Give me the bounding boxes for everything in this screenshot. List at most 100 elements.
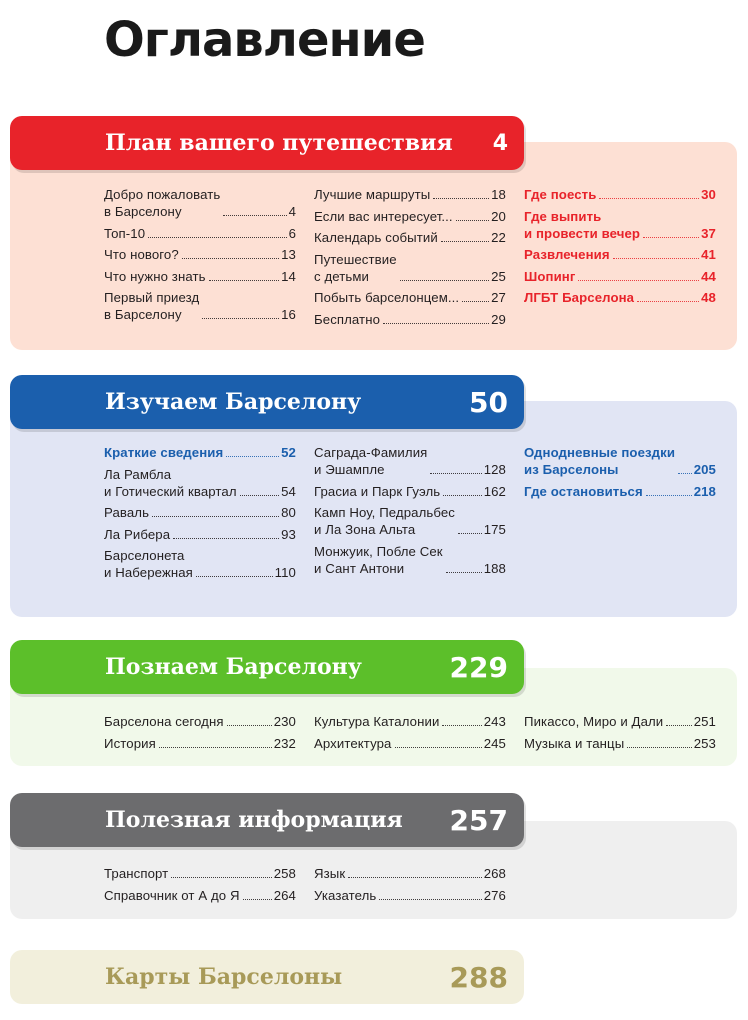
section-page-number: 50 bbox=[469, 385, 508, 419]
toc-entry-label: Раваль bbox=[104, 505, 150, 520]
toc-entry-label: Транспорт bbox=[104, 866, 169, 881]
dot-leader bbox=[195, 576, 273, 577]
toc-entry[interactable]: Справочник от А до Я 264 bbox=[104, 887, 296, 904]
toc-entry-page: 48 bbox=[701, 290, 716, 305]
section-panel bbox=[10, 142, 737, 350]
toc-entry[interactable]: Пикассо, Миро и Дали 251 bbox=[524, 713, 716, 730]
toc-entry[interactable]: Транспорт 258 bbox=[104, 865, 296, 882]
dot-leader bbox=[430, 473, 482, 474]
dot-leader bbox=[171, 877, 272, 878]
toc-column: Где поесть 30 Где выпить и провести вечер 3… bbox=[524, 186, 716, 311]
toc-entry-label: Справочник от А до Я bbox=[104, 887, 240, 903]
toc-entry[interactable]: Культура Каталонии 243 bbox=[314, 713, 506, 730]
section-title: Познаем Барселону bbox=[105, 654, 362, 680]
toc-entry[interactable]: Камп Ноу, Педральбес и Ла Зона Альта 175 bbox=[314, 504, 506, 538]
toc-entry[interactable]: Язык 268 bbox=[314, 865, 506, 882]
toc-entry[interactable]: Если вас интересует... 20 bbox=[314, 208, 506, 225]
dot-leader bbox=[637, 301, 700, 302]
dot-leader bbox=[394, 746, 482, 748]
dot-leader bbox=[433, 198, 490, 199]
section-title: Карты Барселоны bbox=[105, 964, 343, 990]
toc-entry-label: Монжуик, Побле Сек и Сант Антони bbox=[314, 543, 443, 576]
toc-entry[interactable]: Саграда-Фамилия и Эшампле 128 bbox=[314, 444, 506, 478]
toc-entry[interactable]: Барселона сегодня 230 bbox=[104, 713, 296, 730]
toc-entry-page: 253 bbox=[693, 735, 716, 751]
toc-column: Саграда-Фамилия и Эшампле 128 Грасиа и Пар… bbox=[314, 444, 506, 581]
toc-entry-page: 251 bbox=[693, 714, 716, 729]
section-understand: Познаем Барселону 229 Барселона сегодня 2… bbox=[0, 640, 748, 766]
dot-leader bbox=[158, 746, 272, 748]
toc-entry-label: Календарь событий bbox=[314, 230, 438, 245]
toc-entry[interactable]: Что нового? 13 bbox=[104, 246, 296, 263]
toc-entry[interactable]: Барселонета и Набережная 110 bbox=[104, 547, 296, 581]
toc-entry[interactable]: Раваль 80 bbox=[104, 504, 296, 521]
toc-entry-label: Что нового? bbox=[104, 247, 179, 262]
toc-entry[interactable]: Монжуик, Побле Сек и Сант Антони 188 bbox=[314, 543, 506, 577]
toc-entry[interactable]: Первый приезд в Барселону 16 bbox=[104, 289, 296, 323]
section-page-number: 4 bbox=[492, 130, 508, 156]
dot-leader bbox=[208, 279, 280, 281]
toc-entry-page: 245 bbox=[483, 735, 506, 751]
toc-entry-label: Камп Ноу, Педральбес и Ла Зона Альта bbox=[314, 505, 455, 537]
toc-entry-page: 37 bbox=[701, 225, 716, 241]
toc-entry-label: Топ-10 bbox=[104, 225, 146, 241]
toc-entry[interactable]: Путешествие с детьми 25 bbox=[314, 251, 506, 285]
section-maps: Карты Барселоны 288 bbox=[0, 950, 748, 1006]
toc-entry[interactable]: Музыка и танцы 253 bbox=[524, 735, 716, 752]
toc-entry[interactable]: Указатель 276 bbox=[314, 887, 506, 904]
toc-entry[interactable]: Шопинг 44 bbox=[524, 268, 716, 285]
toc-entry-label: Культура Каталонии bbox=[314, 714, 440, 729]
section-banner[interactable]: Карты Барселоны 288 bbox=[10, 950, 524, 1004]
dot-leader bbox=[242, 898, 272, 900]
dot-leader bbox=[666, 725, 692, 726]
toc-entry-page: 276 bbox=[483, 887, 506, 903]
toc-entry-page: 232 bbox=[273, 735, 296, 751]
toc-entry[interactable]: Добро пожаловать в Барселону 4 bbox=[104, 186, 296, 220]
dot-leader bbox=[578, 279, 700, 281]
toc-entry[interactable]: Краткие сведения 52 bbox=[104, 444, 296, 461]
toc-entry-page: 258 bbox=[273, 866, 296, 881]
toc-column: Лучшие маршруты 18 Если вас интересует... 2… bbox=[314, 186, 506, 332]
toc-entry[interactable]: Что нужно знать 14 bbox=[104, 268, 296, 285]
toc-entry-label: Указатель bbox=[314, 887, 377, 903]
toc-entry[interactable]: Бесплатно 29 bbox=[314, 311, 506, 328]
section-banner[interactable]: Полезная информация 257 bbox=[10, 793, 524, 847]
toc-entry[interactable]: ЛГБТ Барселона 48 bbox=[524, 289, 716, 306]
toc-entry-label: Шопинг bbox=[524, 268, 576, 284]
toc-entry[interactable]: Ла Рамбла и Готический квартал 54 bbox=[104, 466, 296, 500]
dot-leader bbox=[443, 494, 482, 496]
section-banner[interactable]: План вашего путешествия 4 bbox=[10, 116, 524, 170]
toc-entry-page: 188 bbox=[483, 560, 506, 576]
toc-entry[interactable]: Календарь событий 22 bbox=[314, 229, 506, 246]
section-banner[interactable]: Изучаем Барселону 50 bbox=[10, 375, 524, 429]
toc-entry-label: Побыть барселонцем... bbox=[314, 290, 460, 305]
toc-entry[interactable]: История 232 bbox=[104, 735, 296, 752]
toc-entry-page: 13 bbox=[281, 247, 296, 262]
toc-entry-label: Грасиа и Парк Гуэль bbox=[314, 483, 441, 499]
toc-entry[interactable]: Однодневные поездки из Барселоны 205 bbox=[524, 444, 716, 478]
toc-entry[interactable]: Грасиа и Парк Гуэль 162 bbox=[314, 483, 506, 500]
dot-leader bbox=[379, 898, 482, 900]
section-banner[interactable]: Познаем Барселону 229 bbox=[10, 640, 524, 694]
toc-entry[interactable]: Лучшие маршруты 18 bbox=[314, 186, 506, 203]
toc-entry-label: Язык bbox=[314, 866, 346, 881]
toc-entry-page: 54 bbox=[281, 483, 296, 499]
toc-entry-page: 230 bbox=[273, 714, 296, 729]
toc-entry[interactable]: Развлечения 41 bbox=[524, 246, 716, 263]
toc-entry[interactable]: Где остановиться 218 bbox=[524, 483, 716, 500]
toc-entry-label: Музыка и танцы bbox=[524, 735, 625, 751]
toc-entry[interactable]: Где поесть 30 bbox=[524, 186, 716, 203]
toc-column: Культура Каталонии 243 Архитектура 245 bbox=[314, 713, 506, 756]
toc-entry[interactable]: Где выпить и провести вечер 37 bbox=[524, 208, 716, 242]
dot-leader bbox=[678, 473, 692, 474]
dot-leader bbox=[599, 198, 700, 199]
toc-entry-label: Краткие сведения bbox=[104, 445, 224, 460]
section-page-number: 288 bbox=[449, 960, 508, 994]
toc-entry[interactable]: Топ-10 6 bbox=[104, 225, 296, 242]
toc-entry[interactable]: Побыть барселонцем... 27 bbox=[314, 289, 506, 306]
section-page-number: 229 bbox=[449, 650, 508, 684]
toc-entry-label: Пикассо, Миро и Дали bbox=[524, 714, 664, 729]
toc-entry[interactable]: Архитектура 245 bbox=[314, 735, 506, 752]
toc-entry[interactable]: Ла Рибера 93 bbox=[104, 526, 296, 543]
dot-leader bbox=[152, 516, 280, 517]
